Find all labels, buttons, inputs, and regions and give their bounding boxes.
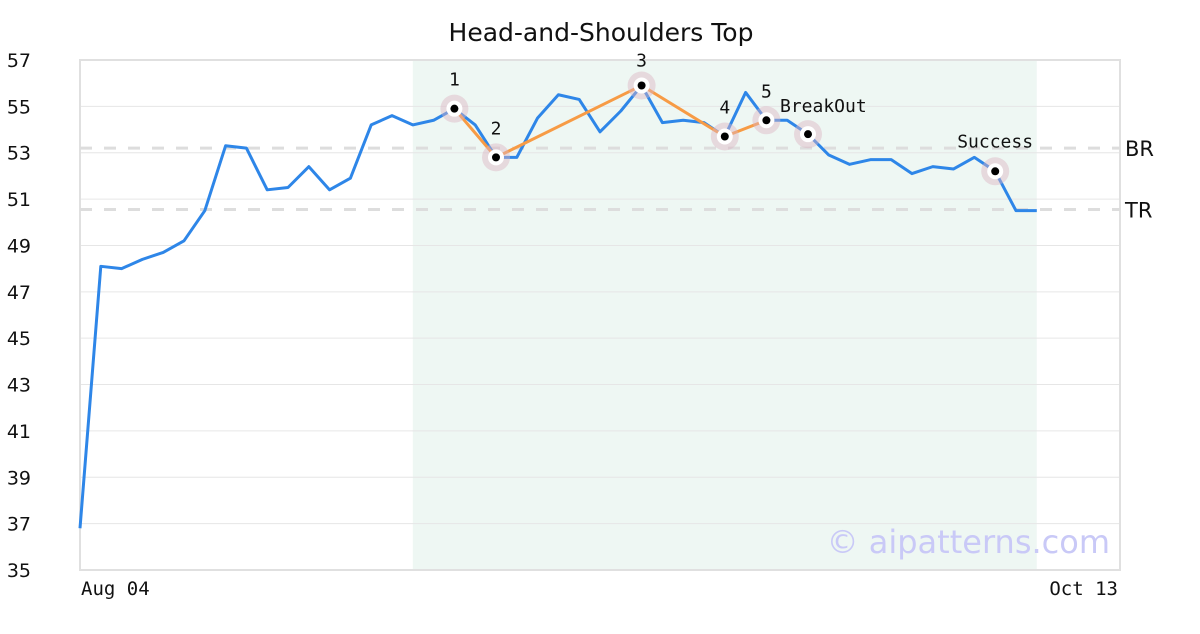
pattern-point-1	[450, 104, 459, 113]
pattern-point-3	[637, 81, 646, 90]
pattern-region	[412, 60, 1037, 570]
pattern-point-4	[720, 132, 729, 141]
event-label-success: Success	[957, 131, 1033, 152]
pattern-point-label: 1	[449, 70, 460, 91]
event-point-breakout	[804, 130, 812, 139]
x-tick-label: Oct 13	[1049, 578, 1118, 600]
y-tick-label: 43	[7, 375, 31, 397]
pattern-point-label: 4	[719, 98, 730, 119]
y-tick-label: 51	[7, 189, 31, 211]
y-tick-label: 35	[7, 560, 31, 582]
reference-label-br: BR	[1125, 137, 1154, 161]
price-line	[78, 84, 1037, 529]
chart-title: Head-and-Shoulders Top	[449, 18, 754, 47]
event-point-success	[991, 167, 1000, 176]
y-tick-label: 55	[7, 96, 31, 118]
y-tick-label: 39	[7, 467, 31, 489]
plot-frame	[79, 59, 1121, 571]
y-tick-label: 41	[7, 421, 31, 443]
pattern-point-2	[492, 153, 500, 162]
y-tick-label: 45	[7, 328, 31, 350]
y-tick-label: 57	[7, 50, 31, 72]
pattern-point-5	[762, 116, 771, 125]
y-tick-label: 53	[7, 143, 31, 165]
event-label-breakout: BreakOut	[780, 96, 867, 117]
reference-label-tr: TR	[1124, 199, 1152, 223]
pattern-point-label: 2	[491, 118, 502, 139]
pattern-point-label: 5	[761, 81, 772, 102]
x-tick-label: Aug 04	[81, 578, 150, 600]
y-tick-label: 49	[7, 235, 31, 257]
y-tick-label: 37	[7, 514, 31, 536]
y-tick-label: 47	[7, 282, 31, 304]
watermark: © aipatterns.com	[827, 523, 1110, 561]
pattern-point-label: 3	[636, 51, 647, 72]
